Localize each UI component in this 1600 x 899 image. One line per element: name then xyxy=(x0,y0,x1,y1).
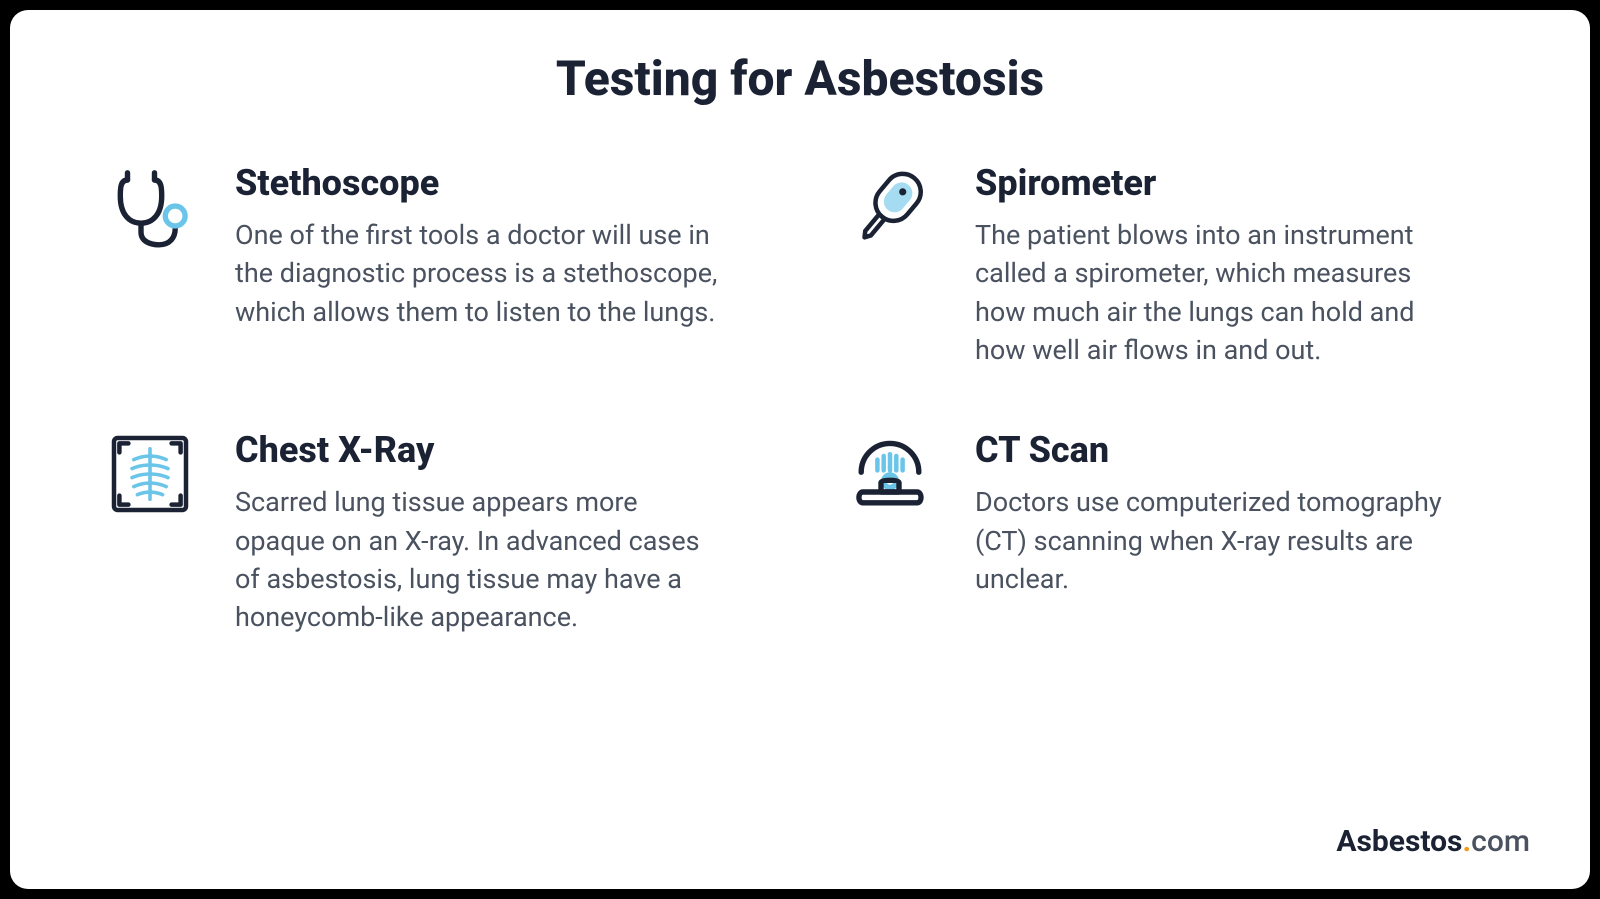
item-spirometer: Spirometer The patient blows into an ins… xyxy=(840,162,1500,369)
item-text: CT Scan Doctors use computerized tomogra… xyxy=(975,429,1465,636)
item-text: Chest X-Ray Scarred lung tissue appears … xyxy=(235,429,725,636)
page-title: Testing for Asbestosis xyxy=(100,50,1500,107)
item-title: Chest X-Ray xyxy=(235,429,725,471)
brand-logo: Asbestos.com xyxy=(1336,824,1530,859)
item-text: Stethoscope One of the first tools a doc… xyxy=(235,162,725,369)
xray-icon xyxy=(100,429,200,529)
item-desc: The patient blows into an instrument cal… xyxy=(975,216,1465,369)
brand-dot: . xyxy=(1462,824,1471,859)
ct-scan-icon xyxy=(840,429,940,529)
brand-suffix: com xyxy=(1471,824,1530,859)
item-ctscan: CT Scan Doctors use computerized tomogra… xyxy=(840,429,1500,636)
item-desc: One of the first tools a doctor will use… xyxy=(235,216,725,331)
item-title: CT Scan xyxy=(975,429,1465,471)
item-desc: Doctors use computerized tomography (CT)… xyxy=(975,483,1465,598)
brand-name: Asbestos xyxy=(1336,824,1462,859)
stethoscope-icon xyxy=(100,162,200,262)
items-grid: Stethoscope One of the first tools a doc… xyxy=(100,162,1500,637)
item-title: Spirometer xyxy=(975,162,1465,204)
item-desc: Scarred lung tissue appears more opaque … xyxy=(235,483,725,636)
item-xray: Chest X-Ray Scarred lung tissue appears … xyxy=(100,429,760,636)
spirometer-icon xyxy=(840,162,940,262)
item-text: Spirometer The patient blows into an ins… xyxy=(975,162,1465,369)
item-stethoscope: Stethoscope One of the first tools a doc… xyxy=(100,162,760,369)
item-title: Stethoscope xyxy=(235,162,725,204)
infographic-card: Testing for Asbestosis Stethoscope One o… xyxy=(10,10,1590,889)
